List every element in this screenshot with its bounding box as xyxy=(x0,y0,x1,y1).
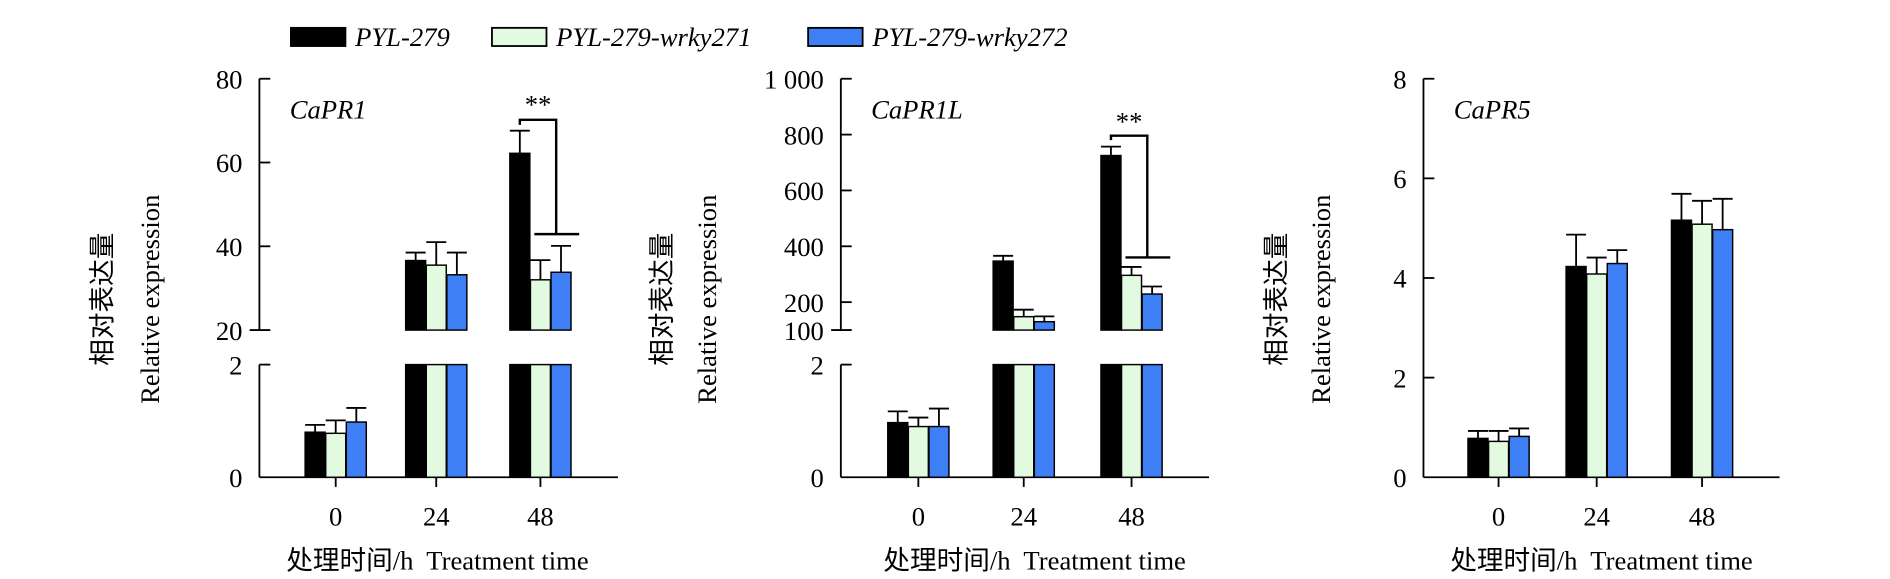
bar xyxy=(529,279,552,331)
bar xyxy=(928,425,950,478)
y-tick-label: 80 xyxy=(216,64,243,94)
x-axis-label: 处理时间/h Treatment time xyxy=(1450,545,1752,575)
bar xyxy=(992,260,1014,331)
x-tick-label: 0 xyxy=(329,502,342,532)
x-axis-label: 处理时间/h Treatment time xyxy=(286,545,588,575)
bar-lower-segment xyxy=(425,363,447,478)
bar-lower-segment xyxy=(1013,363,1035,478)
significance-label: ** xyxy=(525,90,552,120)
y-tick-label: 20 xyxy=(216,316,243,346)
bar-lower-segment xyxy=(404,363,427,478)
bar xyxy=(1013,315,1035,331)
bar-lower-segment xyxy=(992,363,1014,478)
y-tick-label: 8 xyxy=(1393,64,1406,94)
bar-lower-segment xyxy=(1033,363,1056,478)
y-tick-label: 800 xyxy=(784,120,824,150)
bar xyxy=(1487,440,1510,478)
y-axis-label-cn: 相对表达量 xyxy=(88,233,118,366)
y-tick-label: 40 xyxy=(216,232,243,262)
y-tick-label: 400 xyxy=(784,232,824,262)
bar xyxy=(550,271,572,331)
x-tick-label: 0 xyxy=(912,502,925,532)
y-tick-label: 600 xyxy=(784,176,824,206)
bar xyxy=(1467,437,1489,478)
bar xyxy=(887,421,909,478)
legend: PYL-279 PYL-279-wrky271 PYL-279-wrky272 xyxy=(289,22,1068,52)
bar-lower-segment xyxy=(509,363,531,478)
bar-lower-segment xyxy=(1100,363,1122,478)
bar xyxy=(304,431,326,478)
bar xyxy=(1565,265,1587,478)
bar xyxy=(1120,274,1143,331)
bar xyxy=(1033,320,1056,331)
x-axis-label: 处理时间/h Treatment time xyxy=(883,545,1185,575)
y-tick-label: 2 xyxy=(229,350,242,380)
bar xyxy=(1508,435,1530,478)
legend-swatch xyxy=(491,26,548,47)
y-tick-label: 2 xyxy=(1393,363,1406,393)
x-tick-label: 48 xyxy=(527,502,554,532)
legend-label: PYL-279-wrky271 xyxy=(555,22,751,52)
y-tick-label: 0 xyxy=(1393,463,1406,493)
x-tick-label: 24 xyxy=(423,502,450,532)
significance-bracket xyxy=(1109,134,1149,258)
y-tick-label: 2 xyxy=(811,350,824,380)
x-tick-label: 24 xyxy=(1583,502,1610,532)
bar-lower-segment xyxy=(529,363,552,478)
y-axis-label: Relative expression xyxy=(1306,195,1336,404)
y-tick-label: 4 xyxy=(1393,264,1406,294)
y-tick-label: 6 xyxy=(1393,164,1406,194)
x-tick-label: 24 xyxy=(1010,502,1037,532)
bar-lower-segment xyxy=(446,363,468,478)
bar xyxy=(1711,228,1734,478)
legend-swatch xyxy=(289,26,347,47)
legend-label: PYL-279 xyxy=(354,22,450,52)
x-tick-label: 48 xyxy=(1689,502,1716,532)
bar xyxy=(509,152,531,331)
bar xyxy=(446,274,468,331)
x-tick-label: 0 xyxy=(1492,502,1505,532)
bar xyxy=(345,421,368,478)
bar xyxy=(1691,223,1713,478)
y-axis-label: Relative expression xyxy=(692,195,722,404)
bar xyxy=(1585,273,1608,478)
y-axis-label-cn: 相对表达量 xyxy=(1261,233,1291,366)
bar xyxy=(324,432,347,478)
y-tick-label: 200 xyxy=(784,288,824,318)
significance-bracket xyxy=(518,118,558,235)
chart-panel-capr1: 0 2 20 40 60 80 0 24 48 ** CaPR1 相对表达量 Relative expr… xyxy=(88,64,618,575)
bar-lower-segment xyxy=(1141,363,1163,478)
y-axis-label: Relative expression xyxy=(135,195,165,404)
y-tick-label: 1 000 xyxy=(764,64,824,94)
gene-label: CaPR1 xyxy=(290,95,367,125)
significance-label: ** xyxy=(1116,106,1143,136)
bar xyxy=(1141,293,1163,331)
legend-swatch xyxy=(807,26,864,47)
y-tick-label: 0 xyxy=(229,463,242,493)
y-tick-label: 60 xyxy=(216,148,243,178)
y-axis-label-cn: 相对表达量 xyxy=(647,233,677,366)
y-tick-label: 100 xyxy=(784,316,824,346)
y-tick-label: 0 xyxy=(811,463,824,493)
bar-lower-segment xyxy=(550,363,572,478)
bar xyxy=(1606,262,1628,478)
bar xyxy=(1100,154,1122,331)
x-tick-label: 48 xyxy=(1118,502,1145,532)
gene-label: CaPR5 xyxy=(1454,95,1531,125)
legend-label: PYL-279-wrky272 xyxy=(871,22,1067,52)
bar-lower-segment xyxy=(1120,363,1143,478)
bar xyxy=(425,264,447,331)
bar xyxy=(404,259,427,331)
bar xyxy=(907,425,930,478)
bar xyxy=(1670,219,1693,478)
gene-label: CaPR1L xyxy=(871,95,963,125)
